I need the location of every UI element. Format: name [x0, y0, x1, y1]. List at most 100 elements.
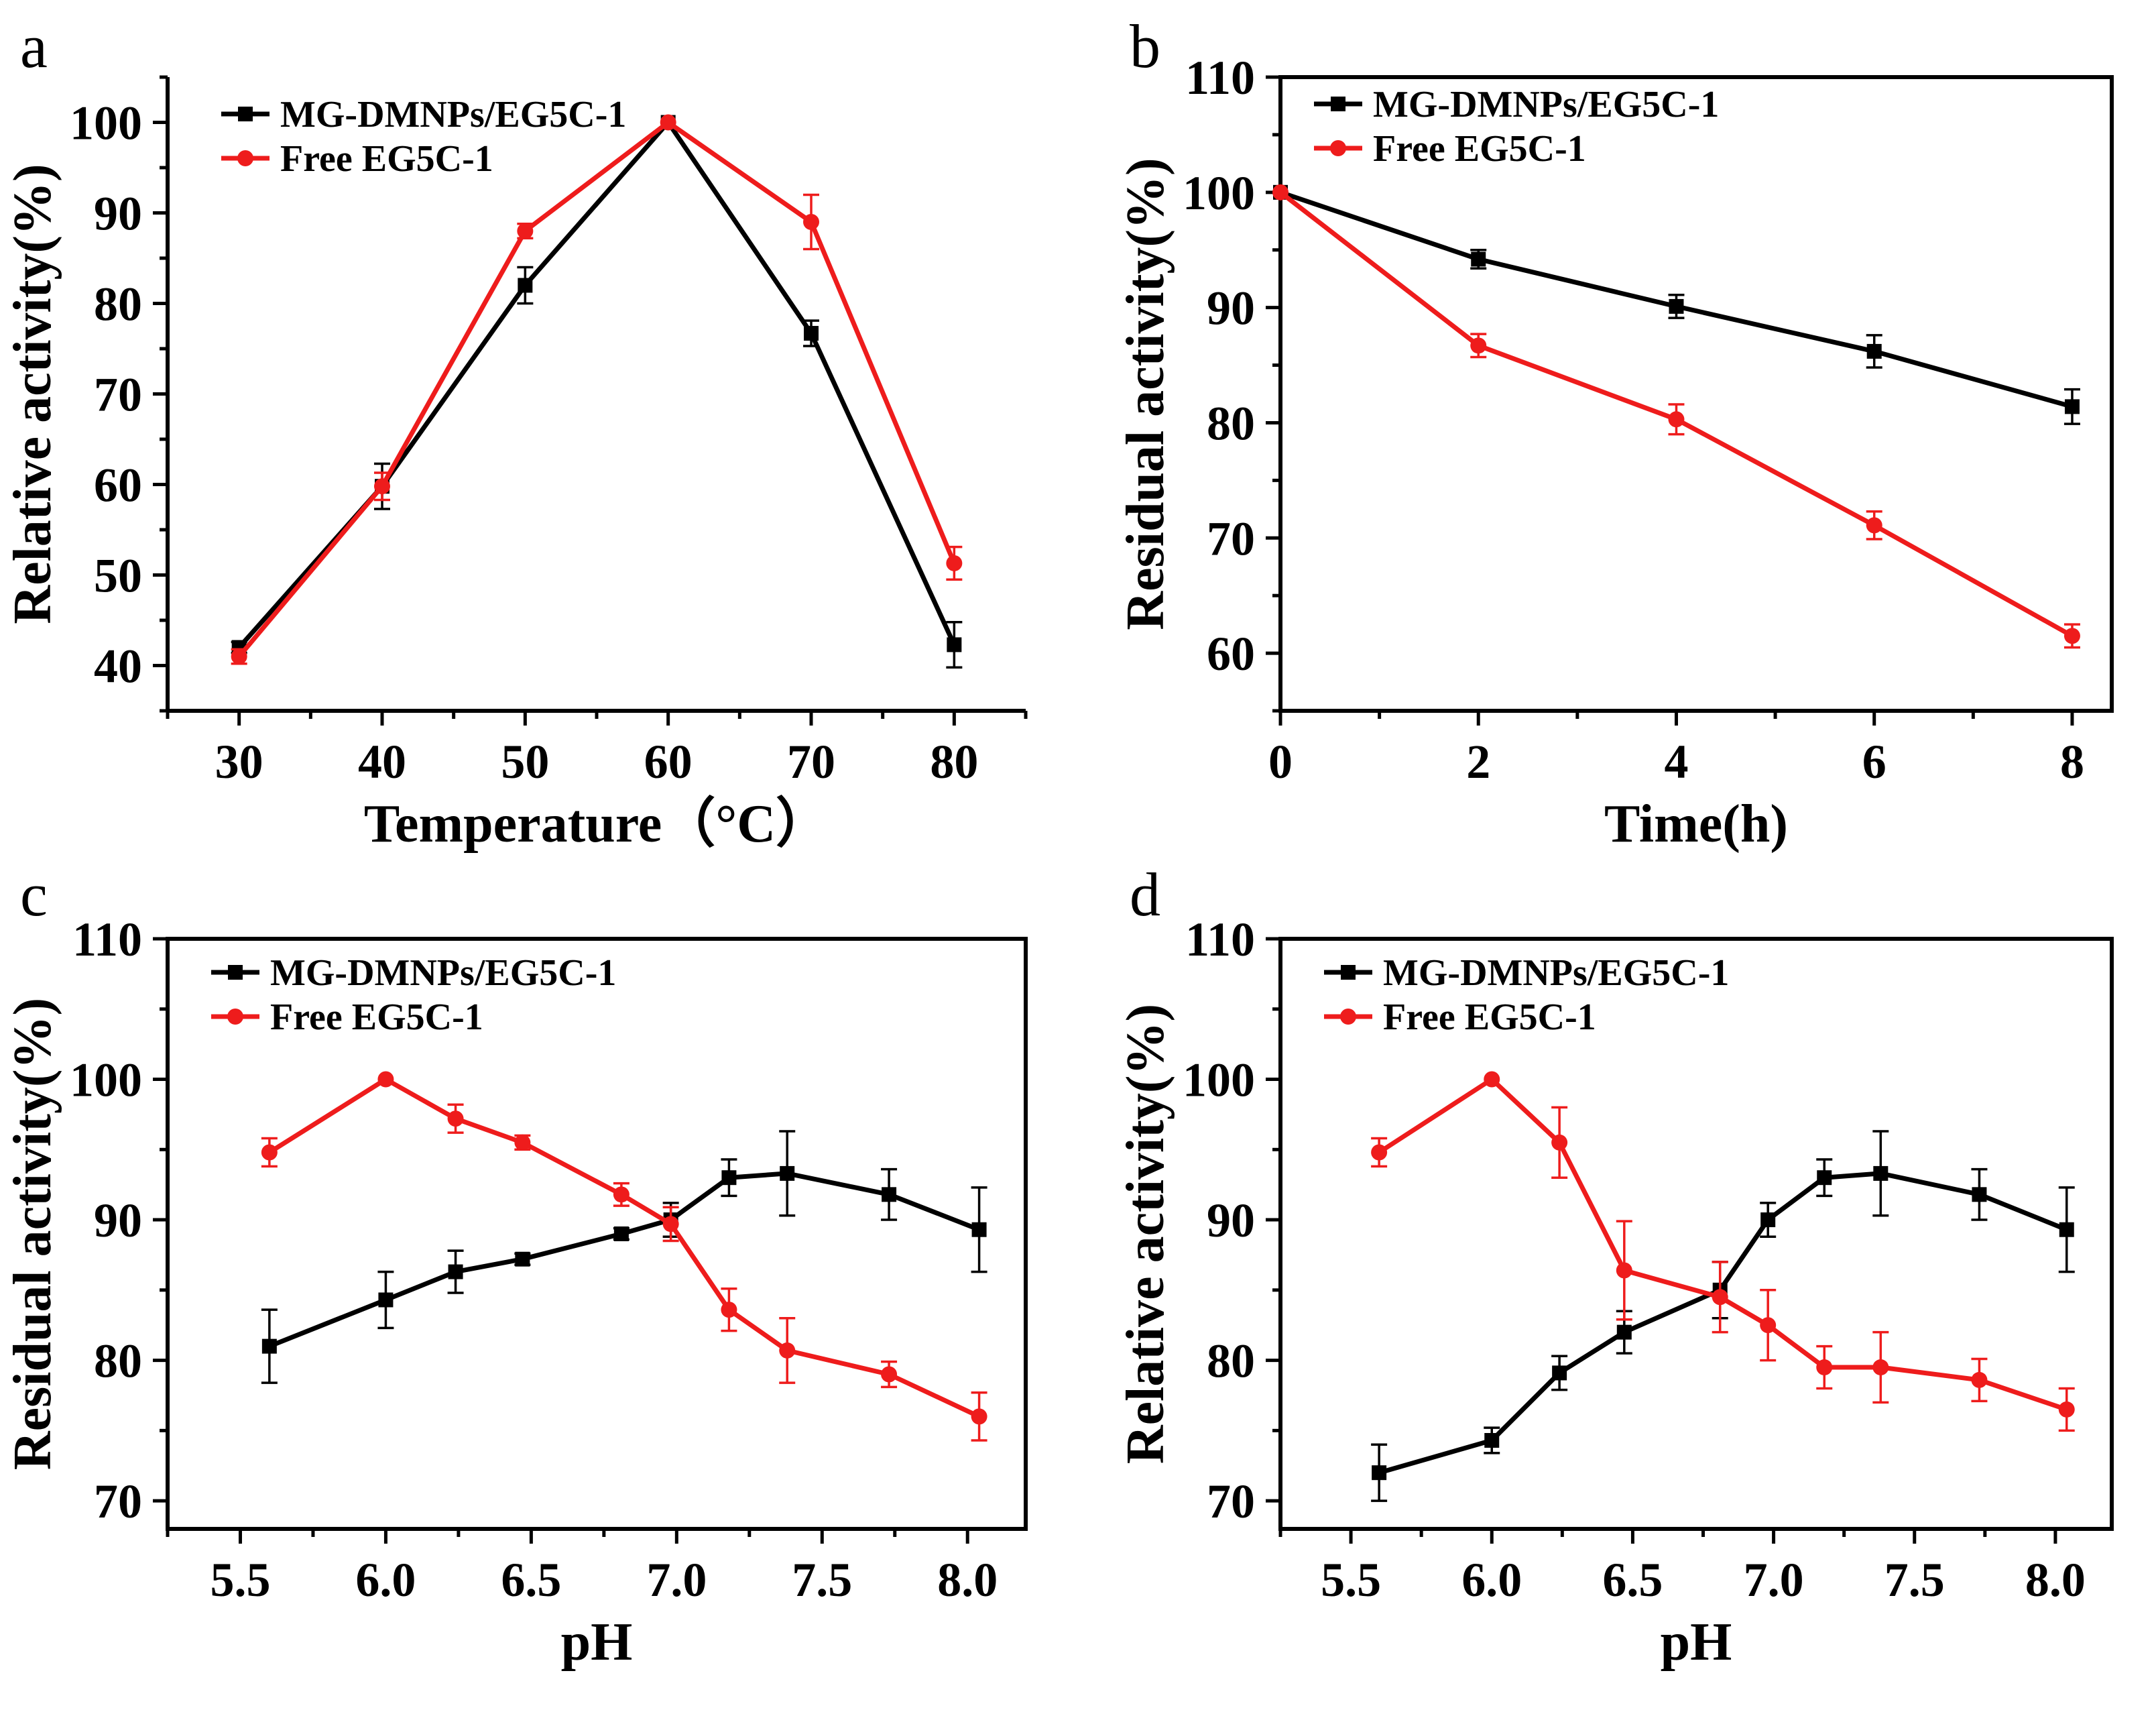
data-point	[2058, 1401, 2075, 1418]
series-free-eg5c1	[1272, 184, 2080, 649]
data-point	[721, 1302, 737, 1318]
y-tick-label: 90	[1207, 1194, 1255, 1247]
x-tick-label: 8	[2060, 735, 2084, 789]
data-point	[1872, 1359, 1889, 1376]
x-tick-label: 6.5	[501, 1553, 561, 1607]
data-point	[881, 1366, 898, 1383]
data-point	[517, 223, 534, 239]
data-point	[804, 326, 819, 341]
y-tick-label: 90	[1207, 282, 1255, 335]
data-point	[1873, 1165, 1889, 1181]
x-tick-label: 40	[358, 735, 406, 789]
y-tick-label: 50	[94, 549, 142, 603]
series-free-eg5c1	[1371, 1071, 2075, 1432]
data-point	[721, 1170, 737, 1186]
x-tick-label: 8.0	[937, 1553, 998, 1607]
y-tick-label: 90	[94, 187, 142, 241]
data-point	[2063, 628, 2080, 644]
data-point	[1551, 1134, 1568, 1151]
legend-label: Free EG5C-1	[280, 138, 493, 180]
data-point	[946, 555, 963, 571]
data-point	[779, 1342, 796, 1359]
series-mg-dmnps	[1273, 184, 2080, 425]
data-point	[1372, 1465, 1387, 1481]
series-line	[237, 120, 957, 649]
x-tick-label: 8.0	[2025, 1553, 2086, 1607]
panel-letter: b	[1130, 12, 1160, 80]
y-tick-label: 70	[94, 1475, 142, 1528]
data-point	[1760, 1212, 1776, 1228]
series-mg-dmnps	[1371, 1130, 2075, 1502]
y-tick-label: 80	[94, 1334, 142, 1388]
data-point	[447, 1110, 464, 1127]
y-tick-label: 100	[70, 1053, 142, 1107]
x-axis-title: Temperature（°C）	[364, 795, 829, 854]
data-point	[518, 278, 533, 293]
y-tick-label: 100	[1183, 1053, 1255, 1107]
data-point	[2064, 399, 2080, 414]
data-point	[2059, 1222, 2074, 1237]
series-line	[1378, 1077, 2068, 1412]
data-point	[261, 1144, 278, 1161]
x-tick-label: 7.5	[1884, 1553, 1945, 1607]
x-tick-label: 5.5	[1321, 1553, 1381, 1607]
panel-b: b 0 2 4 6 8 60 70 80 90 100 110 Time(h) Residual acti…	[1116, 12, 2114, 854]
legend-marker	[238, 107, 253, 121]
data-point	[1971, 1371, 1988, 1388]
legend-marker	[227, 1009, 243, 1025]
legend-marker	[1340, 1009, 1356, 1025]
data-point	[1972, 1187, 1987, 1202]
x-tick-label: 2	[1466, 735, 1490, 789]
x-tick-label: 30	[215, 735, 263, 789]
data-point	[1616, 1262, 1632, 1279]
data-point	[1669, 298, 1684, 314]
panel-c: c 5.5 6.0 6.5 7.0 7.5 8.0 70 80 90 100 110 pH Residua…	[3, 860, 1028, 1672]
data-point	[261, 1338, 277, 1354]
legend-label: MG-DMNPs/EG5C-1	[1373, 84, 1719, 125]
x-tick-label: 5.5	[210, 1553, 270, 1607]
y-tick-label: 110	[1185, 913, 1255, 966]
x-axis-title: Time(h)	[1604, 795, 1788, 854]
data-point	[1616, 1324, 1632, 1340]
y-axis-title: Relative activity(%)	[1116, 1004, 1175, 1464]
data-point	[660, 114, 676, 131]
plot-frame	[1278, 75, 2114, 713]
series-line	[268, 1171, 980, 1349]
x-axis-title: pH	[1661, 1613, 1732, 1672]
x-tick-label: 7.0	[646, 1553, 707, 1607]
x-tick-label: 7.5	[792, 1553, 852, 1607]
data-point	[780, 1165, 795, 1181]
y-tick-label: 100	[70, 97, 142, 150]
plot-frame	[166, 937, 1028, 1531]
x-tick-label: 60	[644, 735, 693, 789]
y-tick-label: 70	[94, 368, 142, 422]
data-point	[1552, 1365, 1567, 1381]
data-point	[613, 1186, 630, 1203]
data-point	[971, 1222, 987, 1237]
x-tick-label: 50	[501, 735, 549, 789]
data-point	[515, 1251, 530, 1267]
x-tick-label: 6.5	[1602, 1553, 1663, 1607]
legend-label: MG-DMNPs/EG5C-1	[280, 94, 626, 135]
legend-label: Free EG5C-1	[270, 996, 483, 1038]
x-tick-label: 4	[1664, 735, 1688, 789]
y-tick-label: 70	[1207, 512, 1255, 565]
x-tick-label: 6.0	[355, 1553, 416, 1607]
y-tick-label: 110	[72, 913, 142, 966]
data-point	[378, 1292, 394, 1308]
data-point	[514, 1134, 531, 1151]
data-point	[803, 214, 819, 230]
y-tick-label: 100	[1183, 166, 1255, 220]
data-point	[1866, 517, 1882, 534]
data-point	[1471, 251, 1486, 267]
x-tick-label: 7.0	[1744, 1553, 1804, 1607]
panel-letter: c	[20, 860, 48, 929]
x-tick-label: 80	[930, 735, 978, 789]
data-point	[231, 648, 247, 665]
series-mg-dmnps	[261, 1130, 987, 1384]
data-point	[1816, 1359, 1833, 1376]
y-tick-label: 110	[1185, 51, 1255, 105]
